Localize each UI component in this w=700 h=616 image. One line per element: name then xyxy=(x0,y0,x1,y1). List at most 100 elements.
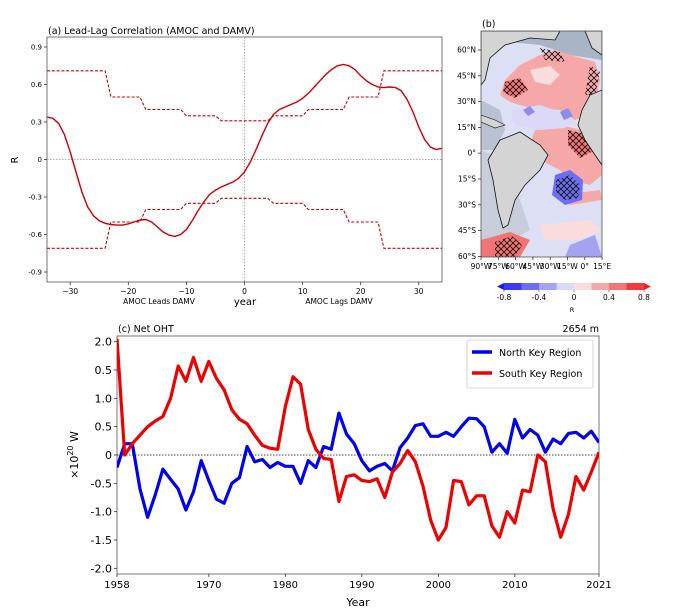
land-europe-north xyxy=(584,31,602,56)
land-africa xyxy=(577,89,602,166)
colorbar-segment xyxy=(574,283,592,290)
map-latitude-ticks: 60°N 45°N 30°N 15°N 0° 15°S 30°S 45°S 60°S xyxy=(457,46,481,261)
lat-tick-label: 30°S xyxy=(458,200,476,209)
lat-tick-label: 0° xyxy=(467,149,476,158)
colorbar-segment xyxy=(539,283,557,290)
y-tick-label: -1.5 xyxy=(91,534,112,547)
panel-c-net-oht: (c) Net OHT 2654 m 1958 1970 1980 1990 2000 2… xyxy=(66,324,612,609)
colorbar: -0.8 -0.4 0 0.4 0.8 xyxy=(497,283,651,302)
y-tick-label: 0 xyxy=(105,449,112,462)
colorbar-extend-max xyxy=(644,283,651,290)
y-tick-label: 0.3 xyxy=(31,119,42,127)
y-tick-label: 0.6 xyxy=(31,81,43,89)
colorbar-tick-label: 0.4 xyxy=(603,293,615,302)
panel-c-ylabel: ×1020 W xyxy=(66,431,81,479)
y-tick-label: 0.5 xyxy=(95,364,113,377)
x-tick-label: 1990 xyxy=(349,580,374,591)
panel-a-annotation-leads: AMOC Leads DAMV xyxy=(123,297,196,306)
lon-tick-label: 15°W xyxy=(557,262,578,271)
hatched-significance-labrador xyxy=(503,78,528,98)
weak-positive-band-south xyxy=(540,220,602,240)
y-tick-label: 0.5 xyxy=(95,421,113,434)
legend-frame xyxy=(466,339,594,389)
legend-label-north: North Key Region xyxy=(499,348,581,359)
lon-tick-label: 30°W xyxy=(540,262,561,271)
negative-patch-2 xyxy=(560,108,573,120)
lon-tick-label: 75°W xyxy=(488,262,509,271)
lat-tick-label: 30°N xyxy=(457,97,476,106)
colorbar-label: R xyxy=(570,306,575,314)
panel-b-frame xyxy=(480,30,603,258)
upper-threshold-line xyxy=(47,70,442,122)
x-tick-label: 1958 xyxy=(104,580,129,591)
hatched-significance-southwest xyxy=(495,236,522,257)
x-tick-label: −10 xyxy=(178,287,194,296)
panel-c-depth-label: 2654 m xyxy=(563,324,599,335)
panel-a-title: (a) Lead-Lag Correlation (AMOC and DAMV) xyxy=(48,26,255,37)
panel-c-title: (c) Net OHT xyxy=(118,324,174,335)
land-south-america xyxy=(487,131,549,229)
colorbar-segment xyxy=(609,283,627,290)
x-tick-label: 20 xyxy=(356,287,366,296)
negative-patch-1 xyxy=(523,106,535,116)
x-tick-label: −20 xyxy=(120,287,136,296)
panel-c-xlabel: Year xyxy=(345,596,370,609)
panel-a-ylabel: R xyxy=(10,156,21,163)
y-tick-label: -2.0 xyxy=(91,562,112,575)
y-tick-label: 0.9 xyxy=(31,44,42,52)
panel-a-x-ticks: −30 −20 −10 0 10 20 30 xyxy=(62,282,424,296)
x-tick-label: 1970 xyxy=(196,580,221,591)
x-tick-label: 1980 xyxy=(273,580,298,591)
x-tick-label: 2000 xyxy=(426,580,451,591)
panel-b-correlation-map: (b) xyxy=(457,19,651,314)
colorbar-segment xyxy=(521,283,540,290)
y-tick-label: -0.5 xyxy=(91,477,112,490)
x-tick-label: 0 xyxy=(242,287,247,296)
panel-a-reference-lines xyxy=(47,37,442,282)
lat-tick-label: 45°N xyxy=(457,71,476,80)
lon-tick-label: 15°E xyxy=(593,262,611,271)
y-tick-label: 2.0 xyxy=(95,336,113,349)
panel-c-y-ticks: 2.0 0.5 1.0 0.5 0 -0.5 -1.0 -1.5 -2.0 xyxy=(91,336,117,575)
hatched-significance-north-1 xyxy=(540,48,565,62)
lon-tick-label: 45°W xyxy=(523,262,544,271)
hatched-significance-south-atlantic xyxy=(556,175,580,200)
x-tick-label: 2010 xyxy=(502,580,527,591)
colorbar-segment xyxy=(626,283,645,290)
panel-c-series xyxy=(117,338,599,542)
y-tick-label: -0.6 xyxy=(28,231,42,239)
lon-tick-label: 90°W xyxy=(471,262,492,271)
lon-tick-label: 0° xyxy=(581,262,590,271)
colorbar-segment xyxy=(556,283,575,290)
lat-tick-label: 45°S xyxy=(458,226,476,235)
panel-c-legend: North Key Region South Key Region xyxy=(466,339,594,389)
y-tick-label: 1.0 xyxy=(95,392,113,405)
lat-tick-label: 60°N xyxy=(457,46,476,55)
hatched-significance-north-2 xyxy=(585,65,600,95)
x-tick-label: 10 xyxy=(298,287,308,296)
panel-a-lead-lag-correlation: (a) Lead-Lag Correlation (AMOC and DAMV)… xyxy=(10,26,443,308)
negative-region-southeast xyxy=(565,235,602,257)
colorbar-tick-label: 0.8 xyxy=(638,293,650,302)
panel-c-x-ticks: 1958 1970 1980 1990 2000 2010 2021 xyxy=(104,574,612,591)
colorbar-tick-label: -0.4 xyxy=(532,293,547,302)
lat-tick-label: 15°N xyxy=(457,123,476,132)
north-key-region-line xyxy=(117,411,599,519)
lon-tick-label: 60°W xyxy=(505,262,526,271)
lat-tick-label: 60°S xyxy=(458,252,476,261)
colorbar-segment xyxy=(591,283,610,290)
legend-label-south: South Key Region xyxy=(499,369,582,380)
lat-tick-label: 15°S xyxy=(458,175,476,184)
colorbar-extend-min xyxy=(497,283,504,290)
panel-b-title: (b) xyxy=(482,19,495,30)
correlation-line xyxy=(47,63,442,238)
colorbar-segment xyxy=(504,283,522,290)
y-tick-label: -0.3 xyxy=(28,194,42,202)
panel-a-series xyxy=(47,63,442,249)
lower-threshold-line xyxy=(47,197,442,249)
panel-a-xlabel: year xyxy=(234,297,257,308)
land-central-america xyxy=(481,114,506,129)
x-tick-label: 30 xyxy=(414,287,424,296)
y-tick-label: 0 xyxy=(38,156,42,164)
